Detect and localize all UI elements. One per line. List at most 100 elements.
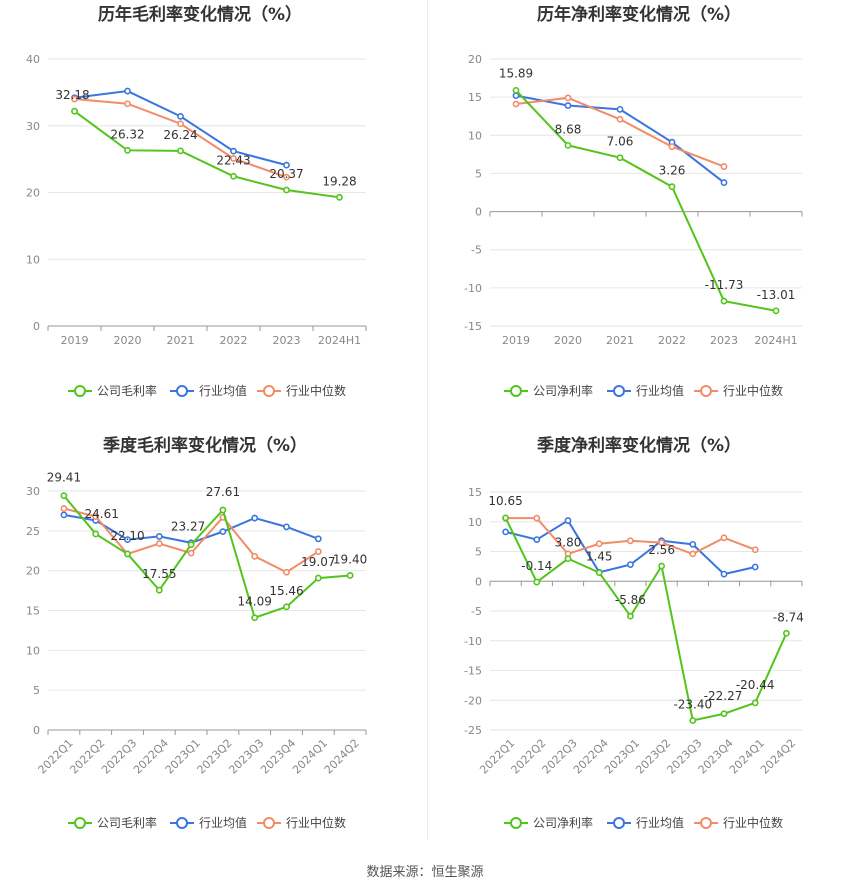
data-point-company[interactable] <box>782 629 790 637</box>
legend-item-company[interactable]: 公司净利率 <box>504 815 593 830</box>
data-point-industry-avg[interactable] <box>564 102 572 109</box>
data-point-company[interactable] <box>230 172 237 180</box>
data-point-company[interactable] <box>124 550 131 558</box>
data-label-company: 8.68 <box>555 122 582 136</box>
data-point-company[interactable] <box>720 297 728 305</box>
data-point-industry-median[interactable] <box>187 549 195 557</box>
data-point-industry-avg[interactable] <box>564 517 572 524</box>
data-point-industry-median[interactable] <box>616 115 624 123</box>
data-point-company[interactable] <box>751 699 759 707</box>
data-point-company[interactable] <box>502 514 509 522</box>
data-point-industry-median[interactable] <box>92 513 100 520</box>
data-point-industry-avg[interactable] <box>124 536 131 543</box>
data-point-industry-median[interactable] <box>512 100 520 108</box>
data-point-company[interactable] <box>564 141 572 149</box>
data-point-industry-avg[interactable] <box>155 533 163 540</box>
data-point-industry-median[interactable] <box>720 534 728 542</box>
y-tick-label: -20 <box>464 694 482 707</box>
y-tick-label: 20 <box>468 53 482 66</box>
data-point-industry-median[interactable] <box>626 537 634 545</box>
legend-item-industry-avg[interactable]: 行业均值 <box>170 815 247 830</box>
chart-legend[interactable]: 公司毛利率 行业均值 行业中位数 <box>68 383 346 398</box>
data-point-industry-median[interactable] <box>251 552 259 560</box>
legend-item-company[interactable]: 公司毛利率 <box>68 383 157 398</box>
chart-legend[interactable]: 公司毛利率 行业均值 行业中位数 <box>68 815 346 830</box>
data-point-industry-avg[interactable] <box>230 147 237 155</box>
legend-item-industry-avg[interactable]: 行业均值 <box>607 383 684 398</box>
data-point-company[interactable] <box>564 555 572 563</box>
data-point-industry-median[interactable] <box>60 505 68 512</box>
data-point-company[interactable] <box>124 146 131 154</box>
data-point-company[interactable] <box>177 147 184 155</box>
data-point-industry-avg[interactable] <box>512 92 520 100</box>
data-point-industry-avg[interactable] <box>283 161 290 169</box>
chart-legend[interactable]: 公司净利率 行业均值 行业中位数 <box>504 815 783 830</box>
data-point-company[interactable] <box>251 614 259 622</box>
data-point-industry-median[interactable] <box>720 163 728 170</box>
data-point-industry-avg[interactable] <box>251 514 259 522</box>
data-point-company[interactable] <box>626 612 634 620</box>
legend-item-industry-avg[interactable]: 行业均值 <box>607 815 684 830</box>
data-point-company[interactable] <box>71 107 78 115</box>
data-point-industry-median[interactable] <box>230 155 237 162</box>
data-point-company[interactable] <box>772 307 780 315</box>
data-point-company[interactable] <box>283 186 290 194</box>
legend-item-company[interactable]: 公司净利率 <box>504 383 593 398</box>
data-point-company[interactable] <box>283 603 290 611</box>
legend-item-industry-median[interactable]: 行业中位数 <box>694 815 783 830</box>
data-point-industry-median[interactable] <box>155 540 163 547</box>
data-point-company[interactable] <box>720 710 728 718</box>
data-point-industry-avg[interactable] <box>283 523 290 531</box>
legend-item-company[interactable]: 公司毛利率 <box>68 815 157 830</box>
data-point-industry-median[interactable] <box>668 143 676 151</box>
data-point-industry-avg[interactable] <box>626 561 634 568</box>
data-point-company[interactable] <box>658 562 665 570</box>
data-point-industry-avg[interactable] <box>689 540 697 548</box>
data-point-industry-median[interactable] <box>71 95 78 103</box>
data-point-industry-avg[interactable] <box>616 105 624 113</box>
data-point-company[interactable] <box>689 717 697 724</box>
data-point-company[interactable] <box>187 541 195 549</box>
data-point-company[interactable] <box>219 506 227 514</box>
data-point-industry-median[interactable] <box>177 120 184 128</box>
y-tick-label: 0 <box>33 724 40 737</box>
data-point-industry-avg[interactable] <box>720 570 728 578</box>
data-point-industry-median[interactable] <box>751 546 759 554</box>
data-point-industry-avg[interactable] <box>177 113 184 120</box>
data-point-industry-median[interactable] <box>124 100 131 108</box>
data-point-industry-avg[interactable] <box>124 87 131 95</box>
data-point-industry-avg[interactable] <box>502 528 509 536</box>
data-point-industry-avg[interactable] <box>219 528 227 536</box>
data-point-industry-avg[interactable] <box>314 535 322 543</box>
data-point-company[interactable] <box>336 193 343 201</box>
data-point-industry-median[interactable] <box>314 548 322 555</box>
legend-label-industry-avg: 行业均值 <box>199 815 247 830</box>
data-point-industry-median[interactable] <box>283 173 290 181</box>
data-point-company[interactable] <box>314 574 322 582</box>
data-point-industry-median[interactable] <box>283 568 290 576</box>
data-point-company[interactable] <box>616 154 624 162</box>
data-point-company[interactable] <box>595 569 603 577</box>
data-point-industry-avg[interactable] <box>60 511 68 519</box>
data-point-industry-avg[interactable] <box>751 563 759 571</box>
y-tick-label: -10 <box>464 635 482 648</box>
data-point-company[interactable] <box>346 572 354 579</box>
legend-item-industry-avg[interactable]: 行业均值 <box>170 383 247 398</box>
data-point-industry-median[interactable] <box>689 550 697 558</box>
data-point-company[interactable] <box>668 183 676 191</box>
data-point-industry-median[interactable] <box>595 540 603 548</box>
legend-item-industry-median[interactable]: 行业中位数 <box>257 815 346 830</box>
data-point-industry-avg[interactable] <box>720 179 728 186</box>
data-point-industry-median[interactable] <box>658 539 665 546</box>
legend-item-industry-median[interactable]: 行业中位数 <box>694 383 783 398</box>
data-point-company[interactable] <box>155 586 163 594</box>
data-point-industry-median[interactable] <box>564 94 572 102</box>
data-point-company[interactable] <box>512 86 520 94</box>
chart-legend[interactable]: 公司净利率 行业均值 行业中位数 <box>504 383 783 398</box>
data-point-industry-avg[interactable] <box>533 536 541 543</box>
legend-item-industry-median[interactable]: 行业中位数 <box>257 383 346 398</box>
data-point-industry-median[interactable] <box>533 514 541 522</box>
data-point-company[interactable] <box>60 492 68 500</box>
data-point-company[interactable] <box>533 578 541 586</box>
data-point-company[interactable] <box>92 530 100 538</box>
